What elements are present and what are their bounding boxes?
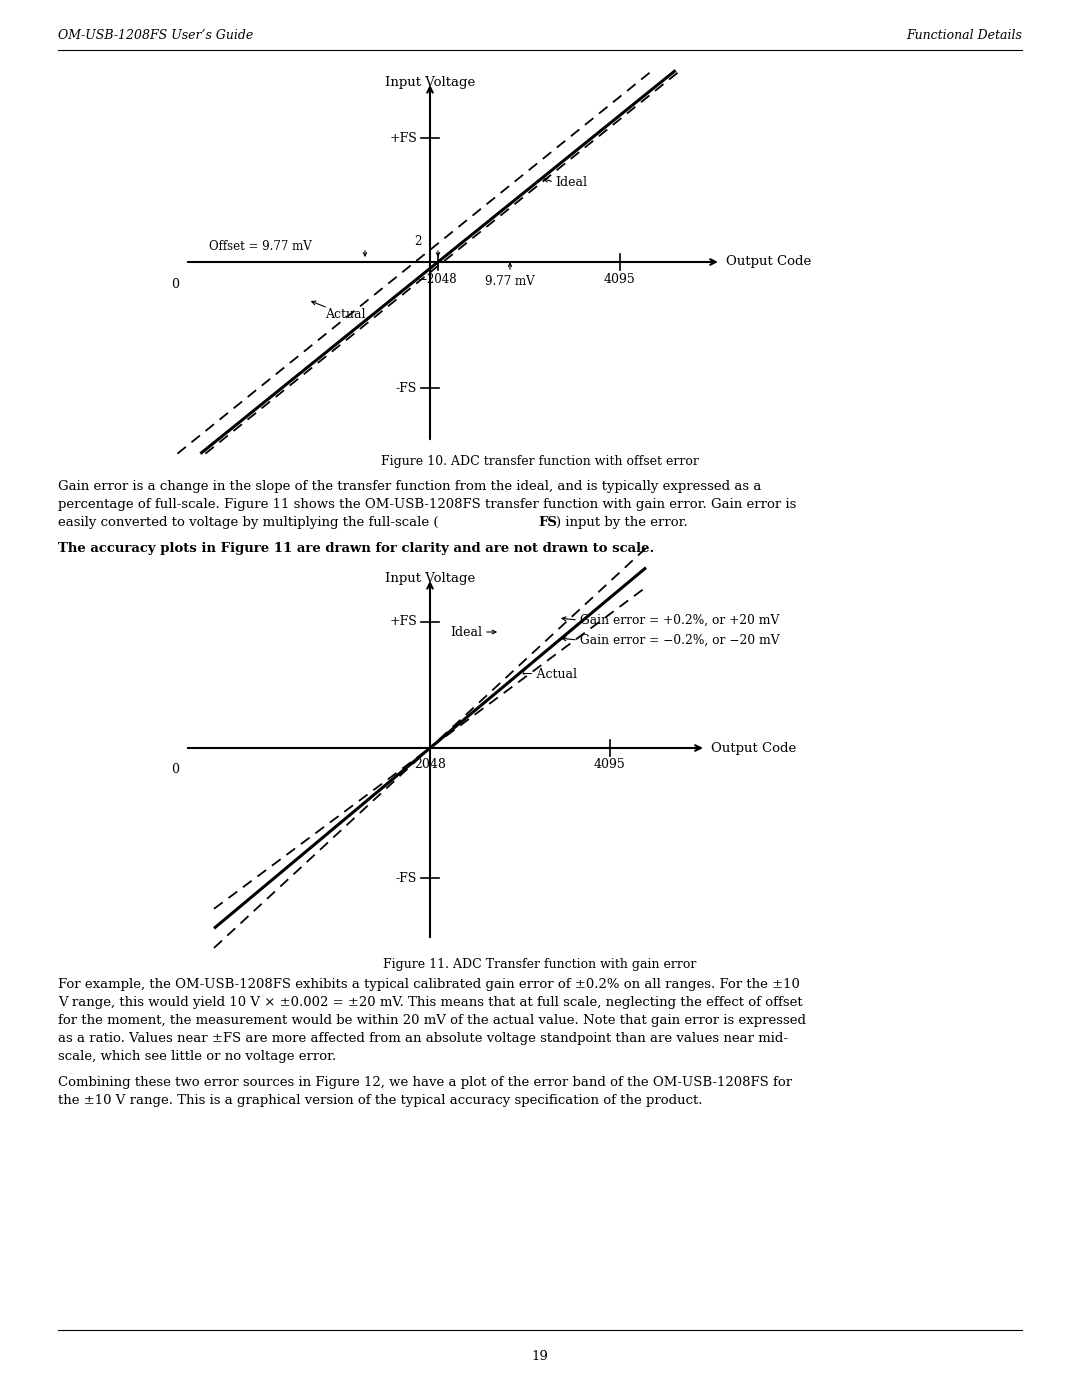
Text: OM-USB-1208FS User’s Guide: OM-USB-1208FS User’s Guide xyxy=(58,29,253,42)
Text: For example, the OM-USB-1208FS exhibits a typical calibrated gain error of ±0.2%: For example, the OM-USB-1208FS exhibits … xyxy=(58,978,800,990)
Text: The accuracy plots in Figure 11 are drawn for clarity and are not drawn to scale: The accuracy plots in Figure 11 are draw… xyxy=(58,542,654,555)
Text: 0: 0 xyxy=(172,278,179,291)
Text: 2048: 2048 xyxy=(414,759,446,771)
Text: 4095: 4095 xyxy=(604,272,636,286)
Text: -FS: -FS xyxy=(395,381,417,394)
Text: 0: 0 xyxy=(172,763,179,775)
Text: Ideal: Ideal xyxy=(555,176,588,189)
Text: 19: 19 xyxy=(531,1350,549,1363)
Text: 2: 2 xyxy=(415,235,421,249)
Text: Actual: Actual xyxy=(325,307,365,321)
Text: Output Code: Output Code xyxy=(726,256,811,268)
Text: FS: FS xyxy=(539,515,557,529)
Text: as a ratio. Values near ±FS are more affected from an absolute voltage standpoin: as a ratio. Values near ±FS are more aff… xyxy=(58,1032,788,1045)
Text: Gain error is a change in the slope of the transfer function from the ideal, and: Gain error is a change in the slope of t… xyxy=(58,481,761,493)
Text: ) input by the error.: ) input by the error. xyxy=(556,515,688,529)
Text: −2048: −2048 xyxy=(418,272,458,286)
Text: easily converted to voltage by multiplying the full-scale (: easily converted to voltage by multiplyi… xyxy=(58,515,438,529)
Text: 9.77 mV: 9.77 mV xyxy=(485,275,535,288)
Text: Input Voltage: Input Voltage xyxy=(384,571,475,585)
Text: +FS: +FS xyxy=(389,616,417,629)
Text: Combining these two error sources in Figure 12, we have a plot of the error band: Combining these two error sources in Fig… xyxy=(58,1076,792,1090)
Text: Offset = 9.77 mV: Offset = 9.77 mV xyxy=(210,239,312,253)
Text: Figure 11. ADC Transfer function with gain error: Figure 11. ADC Transfer function with ga… xyxy=(383,958,697,971)
Text: Figure 10. ADC transfer function with offset error: Figure 10. ADC transfer function with of… xyxy=(381,455,699,468)
Text: Ideal: Ideal xyxy=(450,626,482,638)
Text: Gain error = +0.2%, or +20 mV: Gain error = +0.2%, or +20 mV xyxy=(580,613,780,626)
Text: for the moment, the measurement would be within 20 mV of the actual value. Note : for the moment, the measurement would be… xyxy=(58,1014,806,1027)
Text: -FS: -FS xyxy=(395,872,417,884)
Text: Output Code: Output Code xyxy=(712,742,796,754)
Text: ← Actual: ← Actual xyxy=(522,668,577,680)
Text: scale, which see little or no voltage error.: scale, which see little or no voltage er… xyxy=(58,1051,336,1063)
Text: Functional Details: Functional Details xyxy=(906,29,1022,42)
Text: 4095: 4095 xyxy=(594,759,626,771)
Text: +FS: +FS xyxy=(389,131,417,144)
Text: V range, this would yield 10 V × ±0.002 = ±20 mV. This means that at full scale,: V range, this would yield 10 V × ±0.002 … xyxy=(58,996,802,1009)
Text: Gain error = −0.2%, or −20 mV: Gain error = −0.2%, or −20 mV xyxy=(580,633,780,647)
Text: the ±10 V range. This is a graphical version of the typical accuracy specificati: the ±10 V range. This is a graphical ver… xyxy=(58,1094,702,1106)
Text: percentage of full-scale. Figure 11 shows the OM-USB-1208FS transfer function wi: percentage of full-scale. Figure 11 show… xyxy=(58,497,796,511)
Text: Input Voltage: Input Voltage xyxy=(384,75,475,89)
